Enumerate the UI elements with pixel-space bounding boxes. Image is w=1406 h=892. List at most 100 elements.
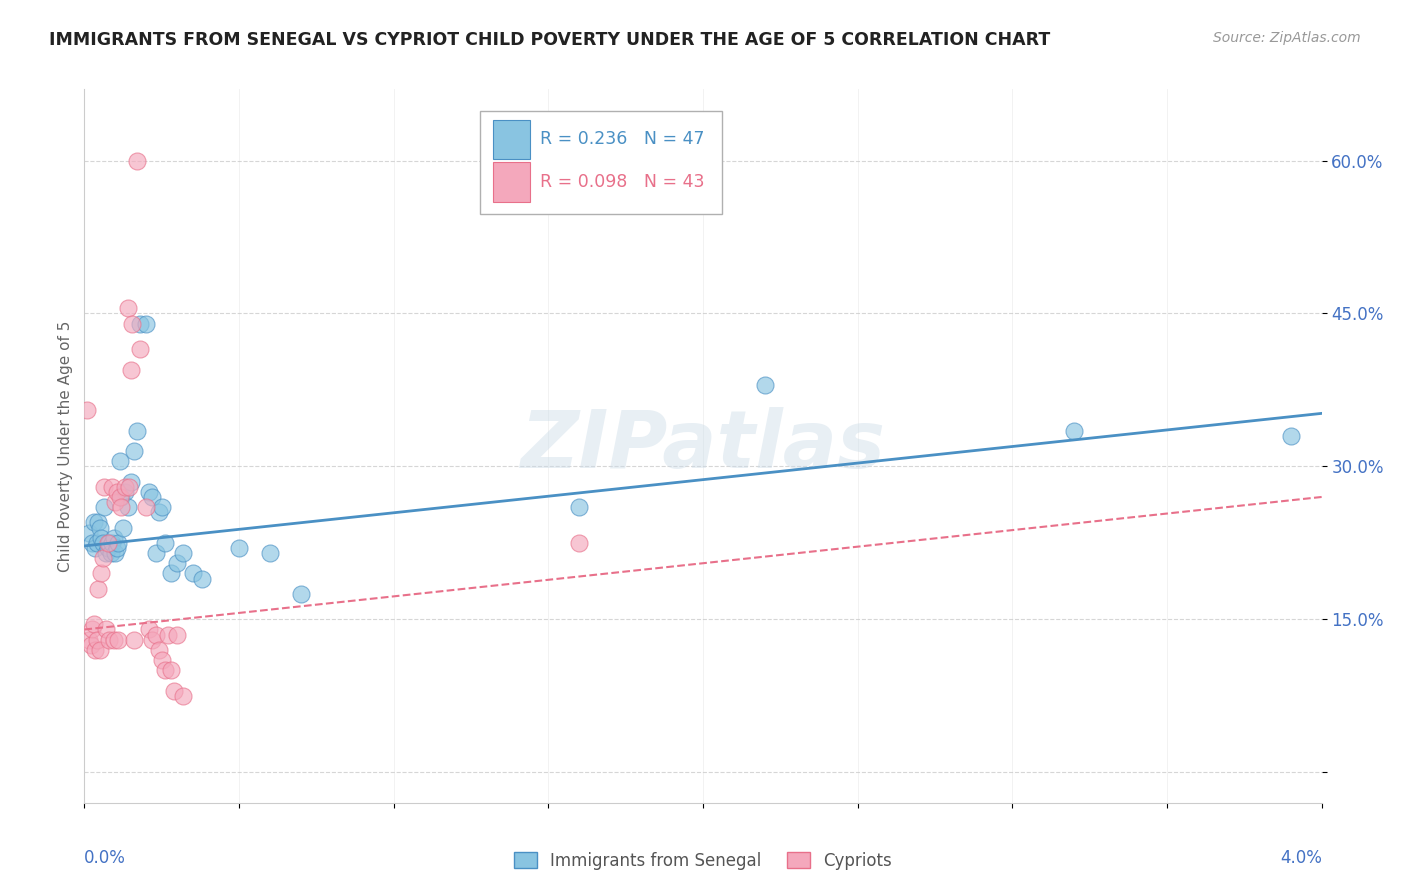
Point bbox=[120, 475, 142, 489]
Text: Source: ZipAtlas.com: Source: ZipAtlas.com bbox=[1213, 31, 1361, 45]
Point bbox=[108, 490, 131, 504]
Point bbox=[122, 444, 145, 458]
Point bbox=[82, 536, 104, 550]
Point bbox=[108, 454, 131, 468]
Point bbox=[120, 362, 142, 376]
Point bbox=[172, 546, 194, 560]
Point bbox=[87, 582, 110, 596]
Point bbox=[79, 638, 101, 652]
Point bbox=[145, 627, 167, 641]
Point bbox=[135, 317, 157, 331]
Text: R = 0.236   N = 47: R = 0.236 N = 47 bbox=[540, 130, 704, 148]
Point bbox=[110, 490, 132, 504]
Point bbox=[1063, 424, 1085, 438]
Point bbox=[172, 689, 194, 703]
Text: R = 0.098   N = 43: R = 0.098 N = 43 bbox=[540, 173, 704, 191]
Point bbox=[141, 632, 163, 647]
Text: IMMIGRANTS FROM SENEGAL VS CYPRIOT CHILD POVERTY UNDER THE AGE OF 5 CORRELATION : IMMIGRANTS FROM SENEGAL VS CYPRIOT CHILD… bbox=[49, 31, 1050, 49]
Point bbox=[107, 536, 129, 550]
Point bbox=[110, 500, 132, 515]
Point bbox=[84, 643, 107, 657]
Point bbox=[104, 495, 127, 509]
Point bbox=[76, 403, 98, 417]
Point bbox=[89, 520, 111, 534]
Point bbox=[117, 301, 139, 316]
Point bbox=[83, 617, 105, 632]
Point bbox=[129, 317, 152, 331]
Point bbox=[148, 505, 170, 519]
Point bbox=[77, 525, 100, 540]
Point bbox=[156, 627, 179, 641]
Point bbox=[103, 632, 125, 647]
Bar bbox=[492, 162, 530, 202]
Point bbox=[90, 566, 112, 581]
Text: 0.0%: 0.0% bbox=[84, 848, 127, 867]
Point bbox=[160, 566, 183, 581]
Point bbox=[83, 516, 105, 530]
Point bbox=[93, 480, 115, 494]
Point bbox=[114, 484, 136, 499]
Point bbox=[754, 377, 776, 392]
Point bbox=[259, 546, 281, 560]
Point bbox=[138, 484, 160, 499]
Point bbox=[105, 484, 128, 499]
Point bbox=[568, 536, 591, 550]
Point bbox=[122, 632, 145, 647]
Point bbox=[107, 632, 129, 647]
Point bbox=[91, 536, 114, 550]
Text: ZIPatlas: ZIPatlas bbox=[520, 407, 886, 485]
Point bbox=[100, 546, 122, 560]
Point bbox=[101, 480, 124, 494]
Point bbox=[105, 541, 128, 555]
Point bbox=[89, 643, 111, 657]
Bar bbox=[492, 120, 530, 159]
Point bbox=[1279, 429, 1302, 443]
Point bbox=[84, 541, 107, 555]
Point bbox=[135, 500, 157, 515]
Point bbox=[103, 531, 125, 545]
Point bbox=[145, 546, 167, 560]
Point bbox=[150, 653, 173, 667]
Legend: Immigrants from Senegal, Cypriots: Immigrants from Senegal, Cypriots bbox=[508, 846, 898, 877]
Point bbox=[568, 500, 591, 515]
Point bbox=[94, 623, 117, 637]
Point bbox=[86, 632, 108, 647]
Point bbox=[77, 632, 100, 647]
Point bbox=[121, 317, 143, 331]
Point bbox=[228, 541, 250, 555]
Point bbox=[96, 536, 118, 550]
Point bbox=[129, 342, 152, 356]
Point bbox=[160, 663, 183, 677]
Point bbox=[166, 627, 188, 641]
Point bbox=[93, 500, 115, 515]
Point bbox=[94, 546, 117, 560]
Point bbox=[148, 643, 170, 657]
Point bbox=[125, 424, 148, 438]
Point bbox=[82, 623, 104, 637]
Point bbox=[98, 536, 121, 550]
Point bbox=[153, 663, 176, 677]
Point bbox=[163, 683, 186, 698]
Point bbox=[153, 536, 176, 550]
Point bbox=[290, 587, 312, 601]
Point bbox=[114, 480, 136, 494]
Point bbox=[87, 516, 110, 530]
FancyBboxPatch shape bbox=[481, 111, 721, 214]
Point bbox=[166, 556, 188, 570]
Point bbox=[150, 500, 173, 515]
Point bbox=[104, 546, 127, 560]
Point bbox=[138, 623, 160, 637]
Point bbox=[101, 536, 124, 550]
Point bbox=[90, 531, 112, 545]
Point bbox=[112, 520, 135, 534]
Point bbox=[96, 541, 118, 555]
Point bbox=[181, 566, 204, 581]
Point bbox=[141, 490, 163, 504]
Point bbox=[191, 572, 214, 586]
Point bbox=[118, 480, 141, 494]
Point bbox=[125, 153, 148, 168]
Y-axis label: Child Poverty Under the Age of 5: Child Poverty Under the Age of 5 bbox=[58, 320, 73, 572]
Point bbox=[98, 632, 121, 647]
Point bbox=[91, 551, 114, 566]
Point bbox=[117, 500, 139, 515]
